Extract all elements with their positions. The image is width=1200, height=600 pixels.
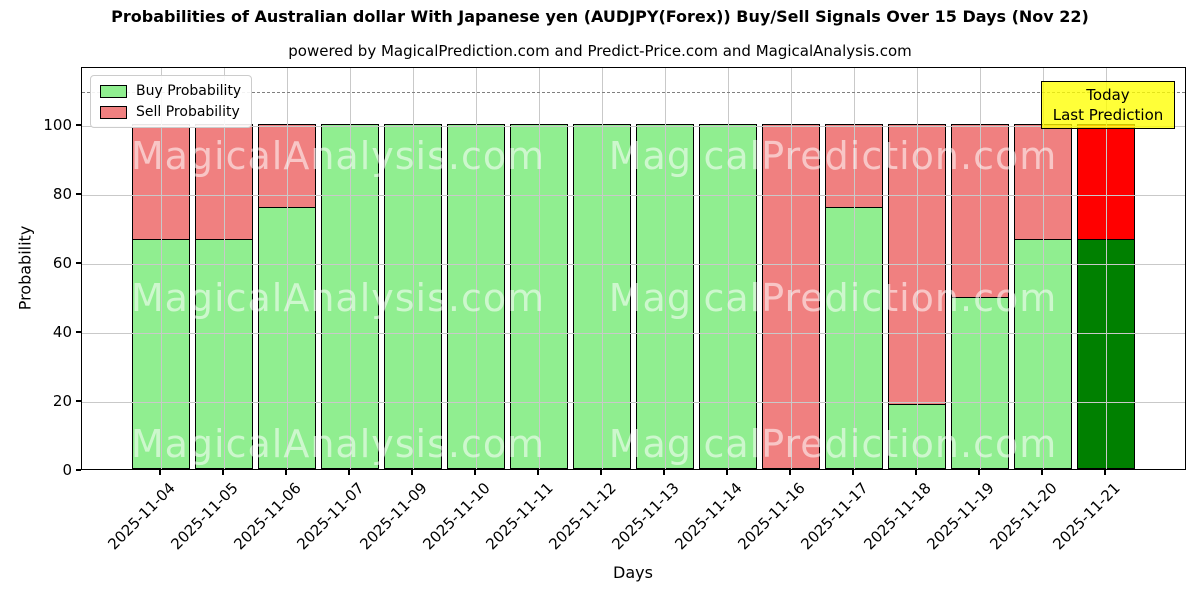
y-tickmark xyxy=(76,331,81,333)
x-tick-label: 2025-11-18 xyxy=(860,479,935,554)
v-gridline xyxy=(916,68,918,469)
y-tick-label: 80 xyxy=(52,185,72,203)
x-axis-title: Days xyxy=(613,563,653,582)
x-tickmark xyxy=(411,470,413,475)
y-tick-label: 60 xyxy=(52,254,72,272)
x-tick-label: 2025-11-12 xyxy=(545,479,620,554)
x-tickmark xyxy=(1041,470,1043,475)
y-tick-label: 100 xyxy=(43,116,72,134)
v-gridline xyxy=(664,68,666,469)
x-tickmark xyxy=(222,470,224,475)
y-tick-label: 0 xyxy=(62,461,72,479)
legend-item-buy: Buy Probability xyxy=(100,83,241,99)
legend-label-buy: Buy Probability xyxy=(136,83,242,99)
x-tick-label: 2025-11-05 xyxy=(167,479,242,554)
v-gridline xyxy=(1042,68,1044,469)
y-axis-title: Probability xyxy=(15,225,35,311)
y-tickmark xyxy=(76,469,81,471)
y-tickmark xyxy=(76,400,81,402)
x-tick-label: 2025-11-17 xyxy=(797,479,872,554)
x-tickmark xyxy=(726,470,728,475)
v-gridline xyxy=(349,68,351,469)
x-tick-label: 2025-11-21 xyxy=(1049,479,1124,554)
x-tickmark xyxy=(474,470,476,475)
v-gridline xyxy=(790,68,792,469)
x-tick-label: 2025-11-10 xyxy=(419,479,494,554)
buy-swatch-icon xyxy=(100,84,127,98)
x-tick-label: 2025-11-09 xyxy=(356,479,431,554)
h-gridline xyxy=(82,263,1185,265)
legend-item-sell: Sell Probability xyxy=(100,104,241,120)
annotation-line-1: Today xyxy=(1086,85,1130,104)
h-gridline xyxy=(82,194,1185,196)
v-gridline xyxy=(601,68,603,469)
x-tickmark xyxy=(978,470,980,475)
y-tick-label: 20 xyxy=(52,392,72,410)
y-tickmark xyxy=(76,124,81,126)
v-gridline xyxy=(853,68,855,469)
plot-area: MagicalAnalysis.com MagicalPrediction.com… xyxy=(81,67,1186,470)
x-tick-label: 2025-11-19 xyxy=(923,479,998,554)
x-tickmark xyxy=(285,470,287,475)
x-tickmark xyxy=(789,470,791,475)
today-annotation: Today Last Prediction xyxy=(1041,81,1175,129)
h-gridline xyxy=(82,125,1185,127)
chart-title: Probabilities of Australian dollar With … xyxy=(111,7,1089,26)
x-tickmark xyxy=(348,470,350,475)
x-tickmark xyxy=(600,470,602,475)
x-tick-label: 2025-11-20 xyxy=(986,479,1061,554)
v-gridline xyxy=(538,68,540,469)
y-tick-label: 40 xyxy=(52,323,72,341)
x-tickmark xyxy=(1104,470,1106,475)
v-gridline xyxy=(979,68,981,469)
threshold-dashed-line xyxy=(82,91,1185,93)
x-tickmark xyxy=(852,470,854,475)
x-tick-label: 2025-11-13 xyxy=(608,479,683,554)
x-tick-label: 2025-11-11 xyxy=(482,479,557,554)
y-tickmark xyxy=(76,262,81,264)
legend: Buy Probability Sell Probability xyxy=(90,75,253,128)
v-gridline xyxy=(727,68,729,469)
v-gridline xyxy=(286,68,288,469)
x-tick-label: 2025-11-07 xyxy=(293,479,368,554)
sell-swatch-icon xyxy=(100,105,127,119)
legend-label-sell: Sell Probability xyxy=(136,104,240,120)
h-gridline xyxy=(82,332,1185,334)
x-tickmark xyxy=(663,470,665,475)
chart-subtitle: powered by MagicalPrediction.com and Pre… xyxy=(288,42,912,60)
x-tickmark xyxy=(159,470,161,475)
x-tick-label: 2025-11-06 xyxy=(230,479,305,554)
v-gridline xyxy=(1105,68,1107,469)
x-tick-label: 2025-11-04 xyxy=(104,479,179,554)
h-gridline xyxy=(82,401,1185,403)
x-tick-label: 2025-11-14 xyxy=(671,479,746,554)
x-tickmark xyxy=(537,470,539,475)
x-tickmark xyxy=(915,470,917,475)
v-gridline xyxy=(160,68,162,469)
v-gridline xyxy=(223,68,225,469)
v-gridline xyxy=(475,68,477,469)
annotation-line-2: Last Prediction xyxy=(1052,106,1164,124)
x-tick-label: 2025-11-16 xyxy=(734,479,809,554)
y-tickmark xyxy=(76,193,81,195)
v-gridline xyxy=(412,68,414,469)
